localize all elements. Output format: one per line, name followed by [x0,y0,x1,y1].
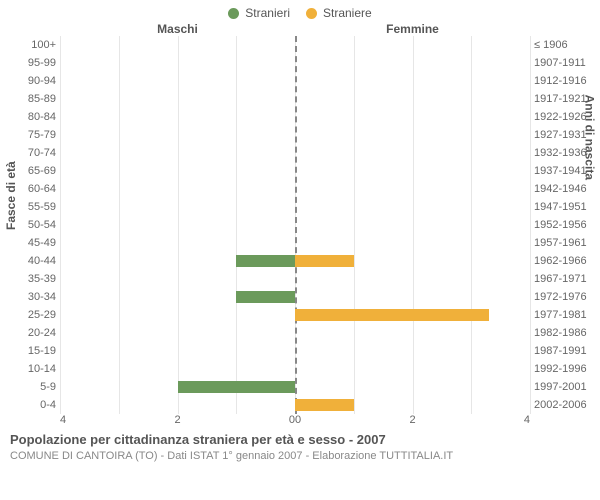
y-axis-left-label: Fasce di età [4,161,18,230]
y-tick-age: 0-4 [0,396,60,414]
bar-male [178,381,296,394]
bar-row [60,90,530,108]
x-tick: 2 [409,414,415,426]
bar-row [60,342,530,360]
y-tick-birth: 2002-2006 [530,396,600,414]
y-tick-age: 30-34 [0,288,60,306]
y-tick-birth: 1962-1966 [530,252,600,270]
y-tick-birth: 1912-1916 [530,72,600,90]
bar-row [60,180,530,198]
x-axis: 420 024 [0,414,600,426]
chart-subtitle: COMUNE DI CANTOIRA (TO) - Dati ISTAT 1° … [10,449,590,464]
y-tick-age: 95-99 [0,54,60,72]
bar-row [60,396,530,414]
bar-row [60,108,530,126]
bar-row [60,234,530,252]
column-headers: Maschi Femmine [0,22,600,36]
y-tick-birth: 1967-1971 [530,270,600,288]
footer: Popolazione per cittadinanza straniera p… [0,426,600,464]
bar-female [295,255,354,268]
y-tick-age: 40-44 [0,252,60,270]
y-tick-age: 10-14 [0,360,60,378]
bar-row [60,144,530,162]
header-male: Maschi [60,22,295,36]
y-tick-age: 25-29 [0,306,60,324]
y-tick-birth: 1977-1981 [530,306,600,324]
bar-row [60,36,530,54]
y-tick-age: 5-9 [0,378,60,396]
y-tick-age: 35-39 [0,270,60,288]
x-tick: 0 [295,414,301,426]
y-tick-age: 15-19 [0,342,60,360]
y-tick-birth: 1972-1976 [530,288,600,306]
y-axis-right-label: Anni di nascita [582,95,596,180]
y-tick-birth: ≤ 1906 [530,36,600,54]
x-tick: 4 [60,414,66,426]
y-tick-age: 75-79 [0,126,60,144]
x-tick: 2 [174,414,180,426]
y-axis-right: ≤ 19061907-19111912-19161917-19211922-19… [530,36,600,414]
y-tick-birth: 1947-1951 [530,198,600,216]
y-tick-birth: 1952-1956 [530,216,600,234]
plot-area [60,36,530,414]
y-tick-age: 80-84 [0,108,60,126]
bar-female [295,399,354,412]
legend-female: Straniere [306,6,372,20]
legend-female-label: Straniere [323,6,372,20]
y-tick-age: 100+ [0,36,60,54]
y-tick-age: 20-24 [0,324,60,342]
chart-body: 100+95-9990-9485-8980-8475-7970-7465-696… [0,36,600,414]
bar-female [295,309,489,322]
bar-row [60,324,530,342]
legend-male: Stranieri [228,6,290,20]
y-tick-age: 85-89 [0,90,60,108]
bar-row [60,378,530,396]
y-tick-birth: 1982-1986 [530,324,600,342]
legend: Stranieri Straniere [0,0,600,20]
bar-row [60,162,530,180]
legend-male-label: Stranieri [245,6,290,20]
bar-row [60,252,530,270]
bar-male [236,291,295,304]
bar-male [236,255,295,268]
bar-row [60,270,530,288]
chart-title: Popolazione per cittadinanza straniera p… [10,432,590,449]
y-tick-birth: 1987-1991 [530,342,600,360]
y-tick-age: 45-49 [0,234,60,252]
chart-container: Stranieri Straniere Maschi Femmine Fasce… [0,0,600,500]
x-axis-right: 024 [295,414,530,426]
bar-row [60,198,530,216]
y-tick-birth: 1957-1961 [530,234,600,252]
bar-row [60,288,530,306]
y-tick-birth: 1997-2001 [530,378,600,396]
y-tick-birth: 1992-1996 [530,360,600,378]
bar-row [60,306,530,324]
header-female: Femmine [295,22,530,36]
bar-row [60,216,530,234]
x-axis-left: 420 [60,414,295,426]
bar-row [60,126,530,144]
bar-row [60,54,530,72]
legend-male-swatch [228,8,239,19]
bar-row [60,360,530,378]
y-tick-age: 70-74 [0,144,60,162]
y-tick-birth: 1942-1946 [530,180,600,198]
y-tick-birth: 1907-1911 [530,54,600,72]
bar-row [60,72,530,90]
y-tick-age: 90-94 [0,72,60,90]
legend-female-swatch [306,8,317,19]
